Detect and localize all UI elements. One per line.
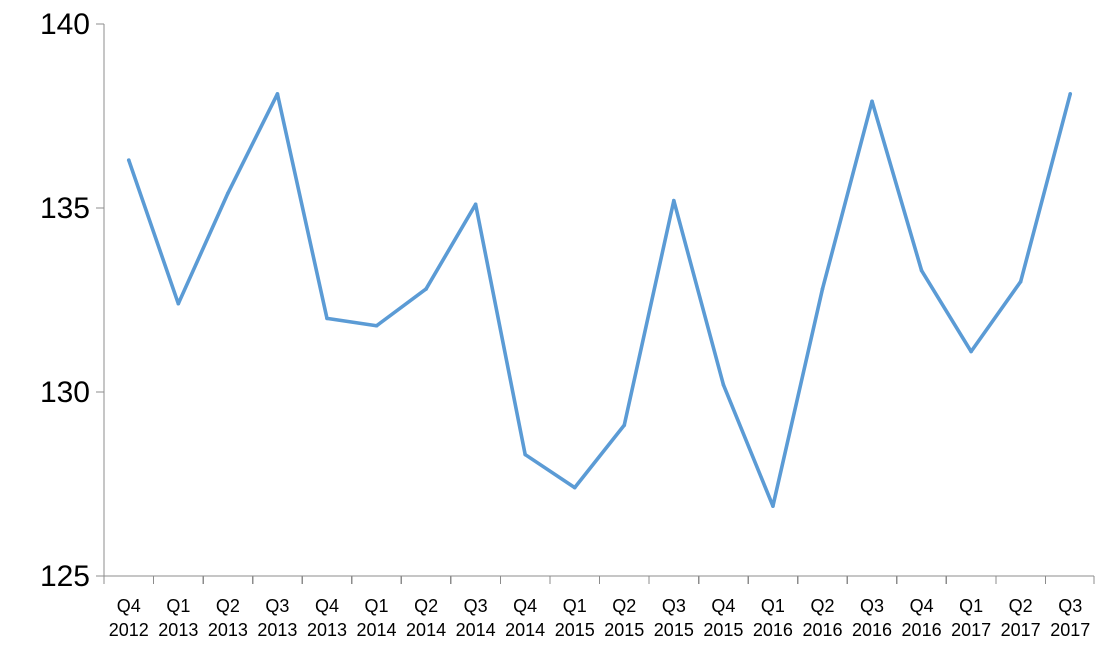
- data-point: [771, 504, 775, 508]
- x-tick-label: Q4 2014: [505, 596, 545, 640]
- data-point: [1068, 92, 1073, 96]
- x-tick-label-year: 2016: [902, 620, 942, 640]
- x-tick-label-year: 2017: [1050, 620, 1090, 640]
- x-tick-label-quarter: Q2: [414, 596, 438, 616]
- x-tick-label: Q2 2014: [406, 596, 446, 640]
- x-tick-label-year: 2013: [208, 620, 248, 640]
- x-tick-label-quarter: Q4: [513, 596, 537, 616]
- data-point: [374, 323, 379, 328]
- x-tick-label-year: 2015: [604, 620, 644, 640]
- x-tick-label-quarter: Q1: [563, 596, 587, 616]
- x-tick-label-year: 2013: [158, 620, 198, 640]
- data-point: [820, 287, 825, 291]
- data-point: [473, 202, 478, 207]
- y-tick-label: 130: [40, 376, 90, 409]
- x-tick-label-quarter: Q1: [761, 596, 785, 616]
- x-tick-label: Q3 2017: [1050, 596, 1090, 640]
- x-tick-label-year: 2017: [951, 620, 991, 640]
- x-tick-label-year: 2012: [109, 620, 149, 640]
- data-point: [672, 198, 676, 203]
- x-tick-label: Q4 2012: [109, 596, 149, 640]
- x-tick-label-year: 2014: [406, 620, 446, 640]
- x-tick-label: Q2 2017: [1001, 596, 1041, 640]
- data-point: [275, 92, 280, 96]
- x-tick-label-quarter: Q1: [365, 596, 389, 616]
- y-tick-label: 125: [40, 560, 90, 593]
- data-point: [572, 485, 577, 490]
- x-tick-label-quarter: Q3: [860, 596, 884, 616]
- x-tick-label: Q1 2015: [555, 596, 595, 640]
- series-line: [126, 92, 1073, 508]
- data-point: [523, 452, 527, 457]
- x-tick-label-year: 2016: [852, 620, 892, 640]
- data-point: [1018, 279, 1023, 284]
- x-tick-label-quarter: Q4: [711, 596, 735, 616]
- x-tick-label: Q1 2013: [158, 596, 198, 640]
- x-tick-label: Q4 2015: [703, 596, 743, 640]
- x-tick-label-year: 2014: [357, 620, 397, 640]
- x-tick-label-year: 2017: [1001, 620, 1041, 640]
- x-tick-label-year: 2015: [654, 620, 694, 640]
- x-tick-label-quarter: Q3: [464, 596, 488, 616]
- data-point: [721, 382, 726, 387]
- x-tick-label-year: 2014: [456, 620, 496, 640]
- x-tick-label: Q3 2014: [456, 596, 496, 640]
- x-tick-label-quarter: Q4: [315, 596, 339, 616]
- x-tick-label: Q4 2013: [307, 596, 347, 640]
- data-point: [176, 301, 181, 306]
- x-tick-label-year: 2016: [802, 620, 842, 640]
- x-tick-label-year: 2013: [257, 620, 297, 640]
- x-tick-label: Q2 2013: [208, 596, 248, 640]
- data-point: [622, 423, 627, 427]
- data-point: [424, 287, 428, 291]
- x-tick-label-year: 2014: [505, 620, 545, 640]
- x-tick-label-quarter: Q4: [117, 596, 141, 616]
- x-tick-label-quarter: Q2: [810, 596, 834, 616]
- data-point: [969, 349, 973, 354]
- x-tick-label: Q1 2016: [753, 596, 793, 640]
- data-point: [126, 158, 131, 162]
- x-tick-label-quarter: Q3: [662, 596, 686, 616]
- x-tick-label: Q1 2014: [357, 596, 397, 640]
- x-tick-label-quarter: Q3: [1058, 596, 1082, 616]
- x-tick-label: Q2 2016: [802, 596, 842, 640]
- x-tick-label: Q3 2015: [654, 596, 694, 640]
- data-point: [325, 316, 329, 321]
- y-tick-label: 140: [40, 8, 90, 41]
- x-tick-label-quarter: Q2: [612, 596, 636, 616]
- x-axis: Q4 2012 Q1 2013 Q2 2013 Q3 2013 Q4 2013 Q1 2014 Q2 20…: [103, 575, 1095, 640]
- x-tick-label-year: 2015: [703, 620, 743, 640]
- x-tick-label: Q4 2016: [902, 596, 942, 640]
- x-tick-label: Q2 2015: [604, 596, 644, 640]
- x-tick-label-year: 2013: [307, 620, 347, 640]
- y-axis: 125 130 135 140: [40, 8, 105, 593]
- series-group: [126, 92, 1073, 508]
- y-tick-label: 135: [40, 192, 90, 225]
- x-tick-label-quarter: Q4: [910, 596, 934, 616]
- x-tick-label: Q3 2013: [257, 596, 297, 640]
- data-point: [919, 268, 924, 273]
- x-tick-label-year: 2015: [555, 620, 595, 640]
- data-point: [226, 191, 230, 196]
- x-tick-label-quarter: Q2: [1009, 596, 1033, 616]
- x-tick-label-quarter: Q3: [265, 596, 289, 616]
- x-tick-label-year: 2016: [753, 620, 793, 640]
- x-tick-label: Q1 2017: [951, 596, 991, 640]
- x-tick-label: Q3 2016: [852, 596, 892, 640]
- x-tick-label-quarter: Q2: [216, 596, 240, 616]
- data-point: [870, 99, 874, 104]
- x-tick-label-quarter: Q1: [166, 596, 190, 616]
- x-tick-label-quarter: Q1: [959, 596, 983, 616]
